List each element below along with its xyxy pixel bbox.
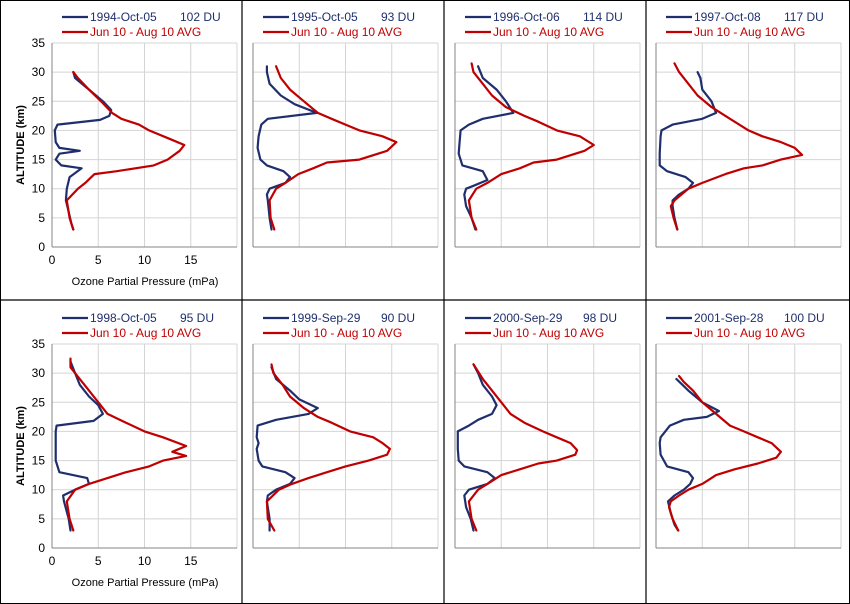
y-tick-label: 30	[32, 366, 46, 380]
profile-line-date	[658, 71, 718, 231]
legend-label: 1994-Oct-05	[90, 10, 157, 24]
x-tick-label: 15	[184, 253, 198, 267]
legend-label: 1996-Oct-06	[493, 10, 560, 24]
x-axis-label: Ozone Partial Pressure (mPa)	[72, 276, 219, 288]
profile-line-date	[457, 65, 515, 231]
legend-du-value: 100 DU	[784, 311, 825, 325]
y-tick-label: 30	[32, 65, 46, 79]
x-tick-label: 10	[138, 554, 152, 568]
x-tick-label: 5	[95, 253, 102, 267]
y-tick-label: 35	[32, 36, 46, 50]
profile-line-date	[53, 71, 113, 231]
profile-line-average	[467, 62, 595, 231]
chart-panel-4: 0 5 10 15 0 5 10 15 20 25 30 35 Ozone Partial Pressu…	[15, 311, 238, 589]
legend-label: 2001-Sep-28	[694, 311, 764, 325]
legend-du-value: 117 DU	[784, 10, 824, 24]
chart-panel-0: 0 5 10 15 0 5 10 15 20 25 30 35 Ozone Partial Pressu…	[15, 10, 238, 288]
legend-label: Jun 10 - Aug 10 AVG	[90, 25, 201, 39]
profile-line-average	[667, 375, 782, 532]
legend-label: Jun 10 - Aug 10 AVG	[291, 326, 402, 340]
legend-du-value: 98 DU	[583, 311, 617, 325]
legend-du-value: 90 DU	[381, 311, 415, 325]
legend-label: 1998-Oct-05	[90, 311, 157, 325]
legend-label: Jun 10 - Aug 10 AVG	[694, 326, 805, 340]
y-tick-label: 25	[32, 94, 46, 108]
x-axis-label: Ozone Partial Pressure (mPa)	[72, 577, 219, 589]
y-axis-label: ALTITUDE (km)	[15, 406, 27, 486]
legend-label: Jun 10 - Aug 10 AVG	[291, 25, 402, 39]
profile-line-average	[65, 357, 188, 532]
y-tick-label: 25	[32, 395, 46, 409]
y-tick-label: 5	[38, 211, 45, 225]
legend-du-value: 95 DU	[180, 311, 214, 325]
y-tick-label: 15	[32, 454, 46, 468]
y-tick-label: 5	[38, 512, 45, 526]
profile-line-average	[268, 65, 398, 231]
x-tick-label: 0	[49, 554, 56, 568]
y-tick-label: 20	[32, 123, 46, 137]
profile-line-average	[467, 363, 579, 532]
legend-label: Jun 10 - Aug 10 AVG	[493, 25, 604, 39]
profile-line-date	[255, 366, 319, 532]
y-tick-label: 0	[38, 541, 45, 555]
y-tick-label: 35	[32, 337, 46, 351]
y-tick-label: 0	[38, 240, 45, 254]
profile-line-average	[265, 363, 391, 532]
profile-line-date	[54, 360, 104, 532]
y-axis-label: ALTITUDE (km)	[15, 105, 27, 185]
y-tick-label: 10	[32, 483, 46, 497]
legend-label: 1999-Sep-29	[291, 311, 361, 325]
legend-label: 1995-Oct-05	[291, 10, 358, 24]
legend-label: Jun 10 - Aug 10 AVG	[694, 25, 805, 39]
profile-line-average	[669, 62, 804, 231]
legend-du-value: 93 DU	[381, 10, 415, 24]
x-tick-label: 5	[95, 554, 102, 568]
legend-du-value: 114 DU	[583, 10, 623, 24]
x-tick-label: 0	[49, 253, 56, 267]
legend-label: Jun 10 - Aug 10 AVG	[493, 326, 604, 340]
profile-line-date	[256, 65, 318, 231]
x-tick-label: 10	[138, 253, 152, 267]
legend-label: 2000-Sep-29	[493, 311, 563, 325]
y-tick-label: 10	[32, 182, 46, 196]
legend-du-value: 102 DU	[180, 10, 221, 24]
x-tick-label: 15	[184, 554, 198, 568]
y-tick-label: 15	[32, 153, 46, 167]
legend-label: Jun 10 - Aug 10 AVG	[90, 326, 201, 340]
y-tick-label: 20	[32, 424, 46, 438]
profile-line-date	[456, 363, 498, 532]
legend-label: 1997-Oct-08	[694, 10, 761, 24]
profile-line-average	[65, 71, 186, 231]
